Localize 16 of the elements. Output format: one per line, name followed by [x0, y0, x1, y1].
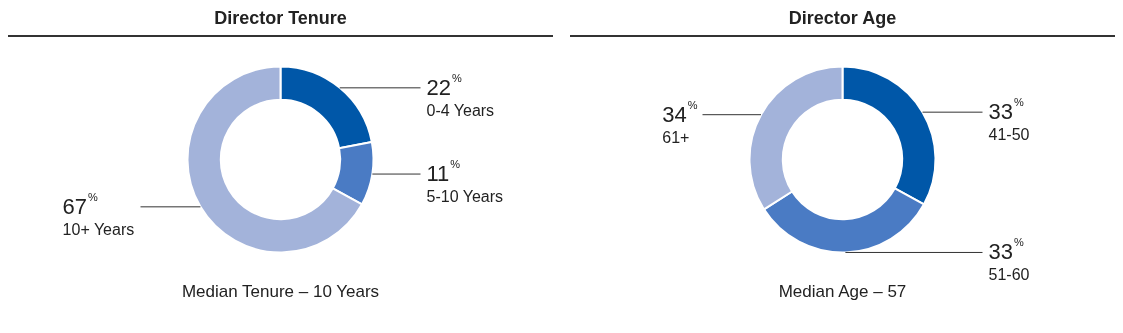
text: Median Age – 57	[777, 282, 908, 302]
slice-label: 5-10 Years	[426, 188, 504, 206]
data-label: 33%	[988, 236, 1024, 265]
data-label: 22%	[426, 71, 462, 100]
data-label: 11%	[426, 158, 461, 187]
data-label: 33%	[988, 96, 1024, 125]
slice-label: 61+	[662, 128, 690, 146]
text: Median Tenure – 10 Years	[180, 282, 381, 302]
chart-title: Director Age	[570, 8, 1115, 37]
slice-label: 10+ Years	[62, 220, 135, 238]
slice-label: 51-60	[988, 266, 1030, 284]
data-label: 67%	[62, 190, 99, 219]
slice-label: 0-4 Years	[426, 101, 495, 119]
slice-label: 41-50	[988, 126, 1030, 144]
chart-title: Director Tenure	[8, 8, 553, 37]
data-label: 34%	[662, 98, 698, 127]
